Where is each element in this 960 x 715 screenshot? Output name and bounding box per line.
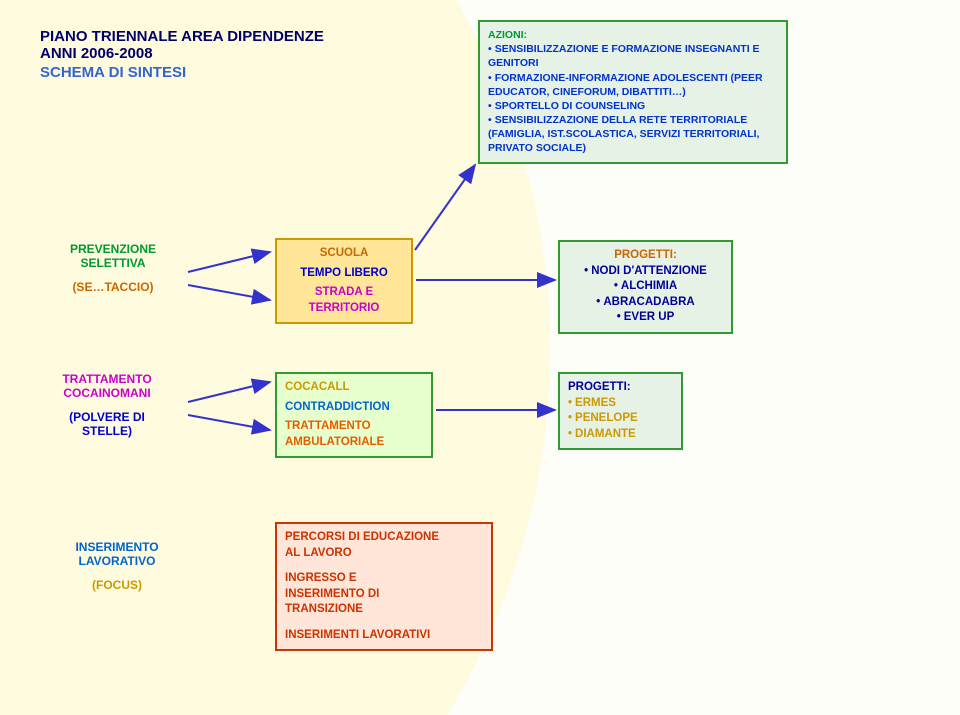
category-trattamento: TRATTAMENTO COCAINOMANI (POLVERE DI STEL…	[32, 372, 182, 438]
azioni-item-1: SENSIBILIZZAZIONE E FORMAZIONE INSEGNANT…	[488, 42, 778, 70]
cat3-main2: LAVORATIVO	[42, 554, 192, 568]
prog2-item-1: ERMES	[568, 396, 673, 412]
cat1-sub: (SE…TACCIO)	[38, 280, 188, 294]
prog2-item-2: PENELOPE	[568, 411, 673, 427]
mid1-b: TEMPO LIBERO	[285, 266, 403, 282]
mid2-c2: AMBULATORIALE	[285, 435, 423, 451]
mid3-b3: TRANSIZIONE	[285, 602, 483, 618]
category-inserimento: INSERIMENTO LAVORATIVO (FOCUS)	[42, 540, 192, 592]
box-progetti-1: PROGETTI: NODI D'ATTENZIONE ALCHIMIA ABR…	[558, 240, 733, 334]
mid-box-percorsi: PERCORSI DI EDUCAZIONE AL LAVORO INGRESS…	[275, 522, 493, 651]
mid2-a: COCACALL	[285, 380, 423, 396]
mid2-b: CONTRADDICTION	[285, 400, 423, 416]
mid3-a2: AL LAVORO	[285, 546, 483, 562]
mid2-c1: TRATTAMENTO	[285, 419, 423, 435]
azioni-item-4: SENSIBILIZZAZIONE DELLA RETE TERRITORIAL…	[488, 113, 778, 156]
mid3-c: INSERIMENTI LAVORATIVI	[285, 628, 483, 644]
mid3-b2: INSERIMENTO DI	[285, 587, 483, 603]
cat3-sub: (FOCUS)	[42, 578, 192, 592]
mid-box-cocacall: COCACALL CONTRADDICTION TRATTAMENTO AMBU…	[275, 372, 433, 458]
diagram-stage: PIANO TRIENNALE AREA DIPENDENZE ANNI 200…	[0, 0, 960, 715]
mid-box-scuola: SCUOLA TEMPO LIBERO STRADA E TERRITORIO	[275, 238, 413, 324]
diagram-title: PIANO TRIENNALE AREA DIPENDENZE ANNI 200…	[40, 28, 400, 81]
mid1-c1: STRADA E	[285, 285, 403, 301]
cat1-main1: PREVENZIONE	[38, 242, 188, 256]
prog2-item-3: DIAMANTE	[568, 427, 673, 443]
mid3-a1: PERCORSI DI EDUCAZIONE	[285, 530, 483, 546]
box-progetti-2: PROGETTI: ERMES PENELOPE DIAMANTE	[558, 372, 683, 450]
prog1-item-2: ALCHIMIA	[568, 279, 723, 295]
cat1-main2: SELETTIVA	[38, 256, 188, 270]
mid3-b1: INGRESSO E	[285, 571, 483, 587]
mid1-a: SCUOLA	[285, 246, 403, 262]
azioni-header: AZIONI:	[488, 28, 778, 42]
cat2-main1: TRATTAMENTO	[32, 372, 182, 386]
title-line-1: PIANO TRIENNALE AREA DIPENDENZE	[40, 28, 400, 45]
title-line-2: ANNI 2006-2008	[40, 45, 400, 62]
prog2-header: PROGETTI:	[568, 380, 673, 396]
prog1-header: PROGETTI:	[568, 248, 723, 264]
prog1-item-4: EVER UP	[568, 310, 723, 326]
cat3-main1: INSERIMENTO	[42, 540, 192, 554]
cat2-sub2: STELLE)	[32, 424, 182, 438]
prog1-item-1: NODI D'ATTENZIONE	[568, 264, 723, 280]
cat2-sub1: (POLVERE DI	[32, 410, 182, 424]
title-line-3: SCHEMA DI SINTESI	[40, 64, 400, 81]
cat2-main2: COCAINOMANI	[32, 386, 182, 400]
prog1-item-3: ABRACADABRA	[568, 295, 723, 311]
mid1-c2: TERRITORIO	[285, 301, 403, 317]
box-azioni: AZIONI: SENSIBILIZZAZIONE E FORMAZIONE I…	[478, 20, 788, 164]
azioni-item-3: SPORTELLO DI COUNSELING	[488, 99, 778, 113]
azioni-item-2: FORMAZIONE-INFORMAZIONE ADOLESCENTI (PEE…	[488, 71, 778, 99]
category-prevenzione: PREVENZIONE SELETTIVA (SE…TACCIO)	[38, 242, 188, 294]
